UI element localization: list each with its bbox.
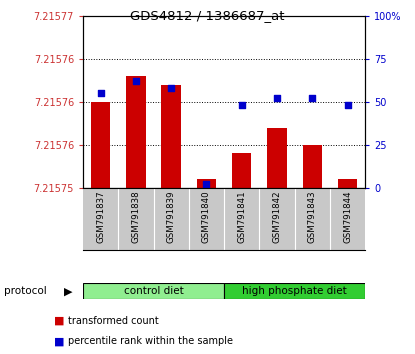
Bar [126, 76, 146, 188]
Bar [161, 85, 181, 188]
Point [133, 78, 139, 84]
Point [309, 96, 315, 101]
Bar [267, 127, 287, 188]
Text: percentile rank within the sample: percentile rank within the sample [68, 336, 234, 346]
Text: transformed count: transformed count [68, 315, 159, 326]
Bar [338, 179, 357, 188]
Point [274, 96, 281, 101]
Point [344, 102, 351, 108]
Point [97, 90, 104, 96]
Text: GSM791840: GSM791840 [202, 191, 211, 243]
Point [168, 85, 174, 91]
Bar [303, 145, 322, 188]
Bar [91, 102, 110, 188]
Text: ■: ■ [54, 315, 64, 326]
Bar [232, 153, 251, 188]
Text: GSM791838: GSM791838 [132, 191, 140, 243]
Point [203, 181, 210, 187]
Text: GSM791841: GSM791841 [237, 191, 246, 243]
Text: control diet: control diet [124, 286, 183, 296]
Text: high phosphate diet: high phosphate diet [242, 286, 347, 296]
Text: GSM791842: GSM791842 [273, 191, 281, 243]
Text: ▶: ▶ [64, 286, 73, 296]
Point [238, 102, 245, 108]
Text: GSM791839: GSM791839 [167, 191, 176, 243]
Text: GSM791844: GSM791844 [343, 191, 352, 243]
Text: protocol: protocol [4, 286, 47, 296]
Bar [224, 283, 365, 299]
Text: GSM791843: GSM791843 [308, 191, 317, 243]
Bar [83, 283, 224, 299]
Text: GSM791837: GSM791837 [96, 191, 105, 243]
Text: GDS4812 / 1386687_at: GDS4812 / 1386687_at [130, 9, 285, 22]
Text: ■: ■ [54, 336, 64, 346]
Bar [197, 179, 216, 188]
